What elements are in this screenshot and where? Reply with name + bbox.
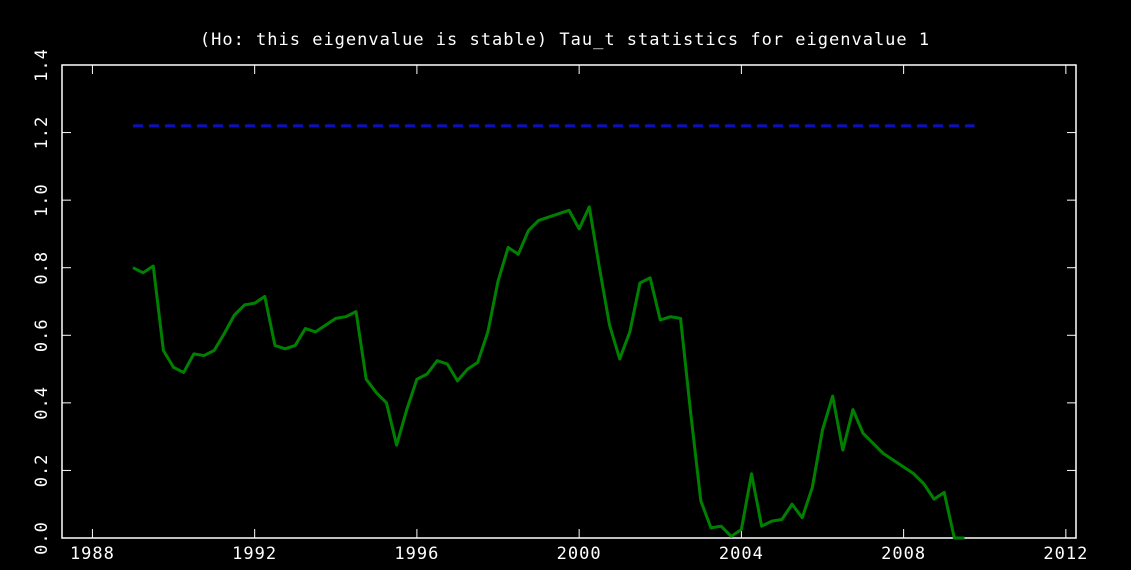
x-tick-label: 2012 <box>1043 544 1088 564</box>
y-tick-label: 1.4 <box>32 48 52 82</box>
y-tick-label: 0.4 <box>32 386 52 420</box>
y-tick-label: 1.2 <box>32 116 52 150</box>
y-tick-label: 0.2 <box>32 454 52 488</box>
x-tick-label: 1988 <box>70 544 115 564</box>
y-tick-label: 0.8 <box>32 251 52 285</box>
x-tick-label: 1992 <box>232 544 277 564</box>
data-line <box>132 205 965 540</box>
y-tick-label: 0.6 <box>32 318 52 352</box>
y-tick-label: 0.0 <box>32 521 52 555</box>
y-tick-label: 1.0 <box>32 183 52 217</box>
x-tick-label: 2000 <box>557 544 602 564</box>
x-tick-label: 1996 <box>394 544 439 564</box>
chart-title: (Ho: this eigenvalue is stable) Tau_t st… <box>200 30 930 50</box>
x-tick-label: 2008 <box>881 544 926 564</box>
x-tick-label: 2004 <box>719 544 764 564</box>
plot-frame <box>61 64 1077 539</box>
